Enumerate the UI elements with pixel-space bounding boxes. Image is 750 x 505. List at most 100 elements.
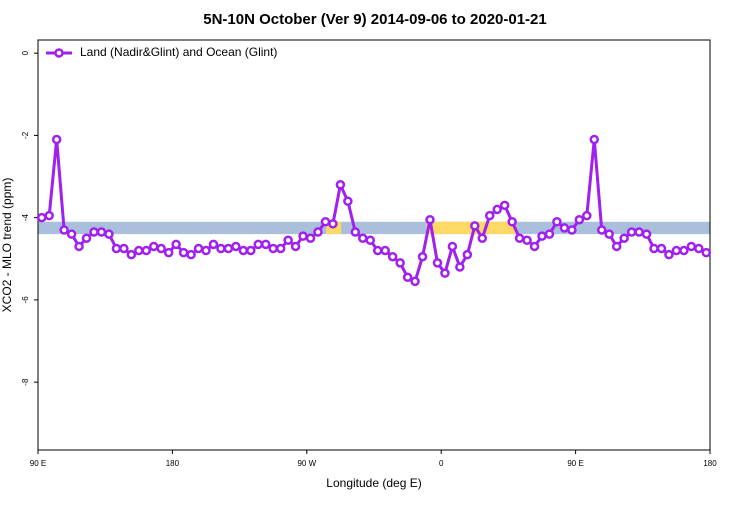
point <box>604 229 614 239</box>
point <box>694 243 704 254</box>
point <box>253 239 264 250</box>
x-tick-label: 180 <box>703 459 717 468</box>
point <box>522 235 532 246</box>
point <box>664 249 674 260</box>
y-tick-label: -4 <box>21 214 30 222</box>
point <box>365 235 376 246</box>
point <box>96 227 107 237</box>
y-tick-label: -2 <box>21 131 30 139</box>
point <box>499 200 510 211</box>
point <box>298 231 308 241</box>
point <box>59 225 69 235</box>
point <box>216 243 226 254</box>
point <box>529 241 540 252</box>
point <box>671 245 682 256</box>
point <box>290 241 301 252</box>
point <box>141 245 152 256</box>
point <box>417 251 428 262</box>
point <box>507 217 517 227</box>
point <box>126 249 137 260</box>
point <box>134 245 144 256</box>
point <box>208 239 219 250</box>
point <box>626 227 637 237</box>
point <box>656 243 667 254</box>
point <box>514 233 525 243</box>
point <box>410 276 420 287</box>
x-tick-label: 0 <box>439 459 444 468</box>
point <box>178 247 189 258</box>
point <box>619 233 629 243</box>
point <box>104 229 114 239</box>
point <box>589 134 600 145</box>
point <box>477 233 488 243</box>
point <box>552 217 562 227</box>
point <box>320 217 331 227</box>
x-tick-label: 90 W <box>297 459 316 468</box>
point <box>544 229 555 239</box>
y-tick-label: 0 <box>21 50 30 55</box>
point <box>163 247 174 258</box>
point <box>470 221 480 231</box>
x-tick-label: 90 E <box>30 459 46 468</box>
point <box>425 214 435 225</box>
point <box>36 212 47 223</box>
point <box>238 245 249 256</box>
point <box>44 210 54 221</box>
legend-label: Land (Nadir&Glint) and Ocean (Glint) <box>80 45 277 59</box>
point <box>358 233 368 243</box>
point <box>171 239 181 250</box>
point <box>201 245 211 256</box>
legend-marker <box>54 48 64 58</box>
point <box>66 229 77 239</box>
point <box>462 249 473 260</box>
point <box>156 243 166 254</box>
point <box>559 223 570 233</box>
point <box>402 272 413 283</box>
y-axis-label: XCO2 - MLO trend (ppm) <box>0 178 14 313</box>
point <box>305 233 316 243</box>
point <box>567 225 577 235</box>
point <box>350 227 361 237</box>
point <box>686 241 697 252</box>
point <box>611 241 622 252</box>
point <box>335 180 346 190</box>
point <box>328 219 338 229</box>
x-tick-label: 180 <box>166 459 180 468</box>
point <box>596 225 607 235</box>
point <box>380 245 390 256</box>
point <box>387 251 398 262</box>
point <box>440 268 450 278</box>
point <box>679 245 689 256</box>
point <box>701 247 712 258</box>
point <box>231 241 241 252</box>
point <box>246 245 256 256</box>
point <box>395 258 405 268</box>
point <box>313 227 323 237</box>
point <box>186 249 196 260</box>
point <box>582 210 592 221</box>
point <box>268 243 278 254</box>
x-axis-label: Longitude (deg E) <box>326 476 421 490</box>
point <box>223 243 234 254</box>
point <box>432 258 443 268</box>
point <box>51 134 62 145</box>
point <box>447 241 458 252</box>
point <box>74 241 84 252</box>
y-tick-label: -8 <box>21 378 30 386</box>
point <box>484 210 495 221</box>
plot-frame <box>37 39 711 451</box>
point <box>283 235 293 246</box>
point <box>111 243 122 254</box>
chart-title: 5N-10N October (Ver 9) 2014-09-06 to 202… <box>203 11 547 28</box>
point <box>574 214 585 225</box>
point <box>275 243 286 254</box>
point <box>343 196 353 206</box>
point <box>492 204 502 215</box>
point <box>89 227 99 237</box>
point <box>148 241 159 252</box>
point <box>81 233 92 243</box>
point <box>372 245 383 256</box>
point <box>537 231 547 241</box>
x-tick-label: 90 E <box>567 459 583 468</box>
